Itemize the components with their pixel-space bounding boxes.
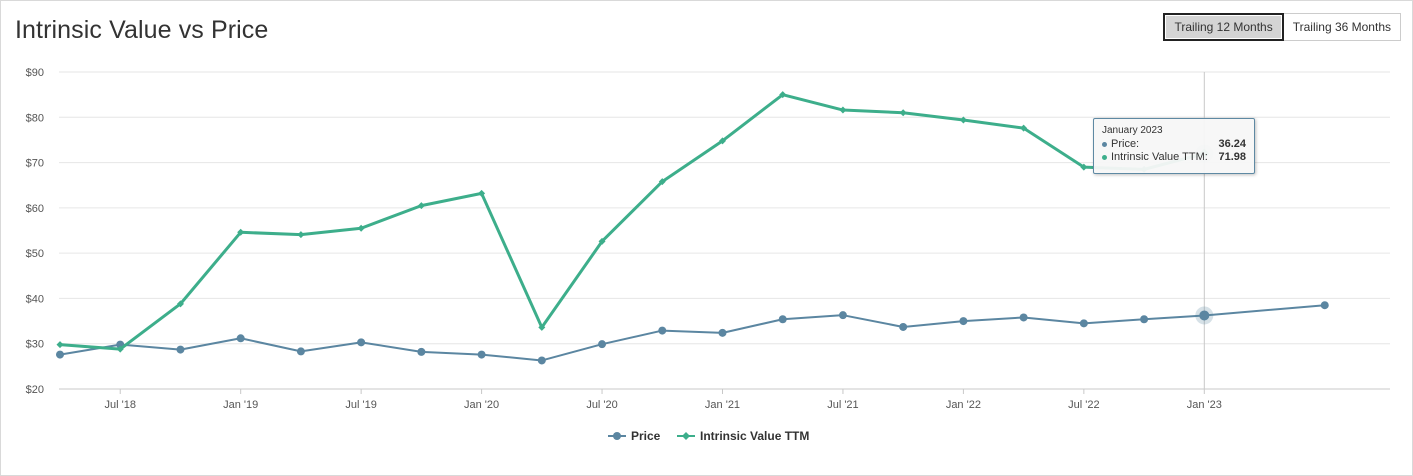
y-tick-label: $80	[26, 112, 44, 124]
tooltip-price-label: Price:	[1111, 138, 1140, 150]
intrinsic-point	[959, 116, 967, 124]
intrinsic-point	[658, 178, 666, 186]
price-point	[778, 315, 787, 324]
chart-tooltip: January 2023 Price: 36.24 Intrinsic Valu…	[1093, 118, 1255, 174]
price-point	[236, 334, 245, 343]
x-tick-label: Jan '22	[946, 399, 981, 411]
x-tick-label: Jul '21	[827, 399, 858, 411]
intrinsic-point	[176, 300, 184, 308]
tooltip-price-value: 36.24	[1218, 138, 1246, 150]
intrinsic-line	[59, 93, 1205, 351]
y-tick-label: $50	[26, 248, 44, 260]
price-point	[1019, 313, 1028, 322]
legend-item-intrinsic: Intrinsic Value TTM	[677, 429, 809, 443]
intrinsic-point	[598, 237, 606, 245]
x-tick-label: Jan '20	[464, 399, 499, 411]
price-point	[959, 317, 968, 326]
x-tick-label: Jan '23	[1187, 399, 1222, 411]
intrinsic-point	[417, 202, 425, 210]
y-tick-label: $30	[26, 339, 44, 351]
tooltip-row-intrinsic: Intrinsic Value TTM: 71.98	[1102, 151, 1246, 164]
legend-item-price: Price	[608, 429, 661, 443]
legend-price-marker	[613, 432, 621, 440]
intrinsic-point	[478, 189, 486, 197]
legend: Price Intrinsic Value TTM	[608, 429, 809, 443]
intrinsic-point	[1080, 163, 1088, 171]
tooltip-row-price: Price: 36.24	[1102, 138, 1246, 151]
tooltip-intrinsic-value: 71.98	[1218, 151, 1246, 163]
tooltip-intrinsic-label: Intrinsic Value TTM:	[1111, 151, 1208, 163]
y-tick-label: $40	[26, 293, 44, 305]
price-point	[417, 347, 426, 356]
price-point	[296, 347, 305, 356]
y-tick-label: $20	[26, 384, 44, 396]
legend-intrinsic-marker	[682, 432, 690, 440]
price-point	[537, 356, 546, 365]
intrinsic-point	[1020, 124, 1028, 132]
price-point	[899, 322, 908, 331]
x-tick-label: Jul '22	[1068, 399, 1099, 411]
price-point	[1199, 310, 1210, 321]
axes: $20 $30 $40 $50 $60 $70 $80 $90 Jul '18 Jan '19 Ju…	[26, 67, 1222, 411]
price-point	[1140, 315, 1149, 324]
period-toggle: Trailing 12 Months Trailing 36 Months	[1163, 13, 1401, 41]
price-point	[838, 311, 847, 320]
price-point	[477, 350, 486, 359]
price-point	[56, 350, 65, 359]
price-point	[176, 345, 185, 354]
y-tick-label: $90	[26, 67, 44, 79]
legend-intrinsic-label: Intrinsic Value TTM	[700, 429, 809, 443]
legend-price-label: Price	[631, 429, 661, 443]
price-point	[1079, 319, 1088, 328]
x-tick-label: Jul '20	[586, 399, 617, 411]
price-point	[598, 340, 607, 349]
x-tick-label: Jul '19	[345, 399, 376, 411]
intrinsic-point	[56, 341, 64, 349]
intrinsic-point	[237, 228, 245, 236]
price-line	[59, 304, 1325, 362]
y-tick-label: $70	[26, 158, 44, 170]
intrinsic-point	[357, 224, 365, 232]
x-tick-label: Jan '21	[705, 399, 740, 411]
intrinsic-point	[116, 345, 124, 353]
intrinsic-point	[839, 106, 847, 114]
y-tick-label: $60	[26, 203, 44, 215]
tooltip-date: January 2023	[1102, 125, 1163, 136]
intrinsic-point	[718, 137, 726, 145]
intrinsic-dot-icon	[1102, 155, 1107, 160]
price-point	[357, 338, 366, 347]
price-point	[658, 326, 667, 335]
price-point	[1320, 301, 1329, 310]
price-dot-icon	[1102, 142, 1107, 147]
price-point	[718, 328, 727, 337]
intrinsic-point	[779, 91, 787, 99]
intrinsic-point	[538, 323, 546, 331]
page-title: Intrinsic Value vs Price	[15, 16, 269, 44]
intrinsic-point	[899, 109, 907, 117]
trailing-36-months-button[interactable]: Trailing 36 Months	[1283, 13, 1401, 41]
x-tick-label: Jan '19	[223, 399, 258, 411]
intrinsic-point	[297, 231, 305, 239]
trailing-12-months-button[interactable]: Trailing 12 Months	[1163, 13, 1284, 41]
x-tick-label: Jul '18	[105, 399, 136, 411]
